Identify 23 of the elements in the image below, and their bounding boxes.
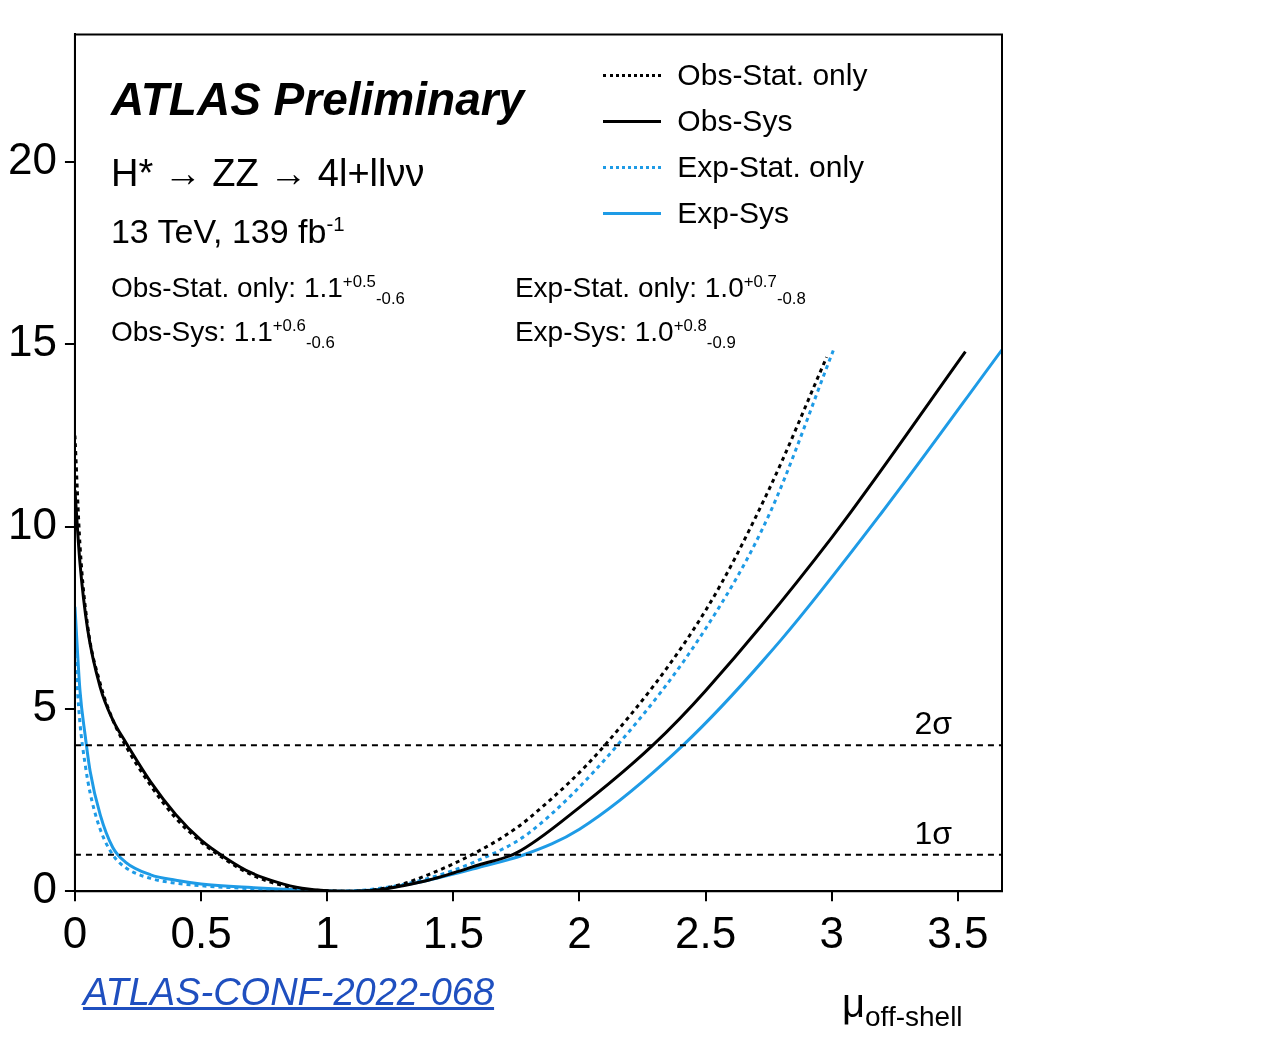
x-tick-label: 1.5 (422, 907, 484, 957)
y-tick-label: 0 (32, 863, 57, 913)
annotation: 13 TeV, 139 fb$^{-1}$ (110, 212, 345, 252)
x-tick-label: 0.5 (170, 907, 232, 957)
legend-label: Obs-Sys (677, 104, 793, 139)
legend-label: Exp-Stat. only (677, 150, 865, 185)
y-tick-label: 10 (7, 498, 57, 548)
y-tick-label: 20 (7, 134, 57, 184)
annotation: ATLAS Preliminary (110, 72, 525, 127)
x-axis-title: μ$_{off-shell}$ (842, 981, 963, 1034)
y-tick-label: 15 (7, 316, 57, 366)
x-tick-label: 3.5 (927, 907, 989, 957)
x-tick-label: 1 (314, 907, 340, 957)
y-tick-label: 5 (32, 681, 57, 731)
ref-line-label: 2σ (914, 705, 953, 742)
annotation: H* → ZZ → 4l+llνν (110, 152, 425, 196)
text: ATLAS-CONF-2022-068 (82, 971, 495, 1015)
x-tick-label: 2.5 (675, 907, 737, 957)
x-tick-label: 3 (819, 907, 844, 957)
ref-line-label: 1σ (914, 814, 953, 851)
legend-label: Obs-Stat. only (677, 58, 868, 93)
x-tick-label: 2 (567, 907, 592, 957)
legend-label: Exp-Sys (677, 196, 790, 231)
